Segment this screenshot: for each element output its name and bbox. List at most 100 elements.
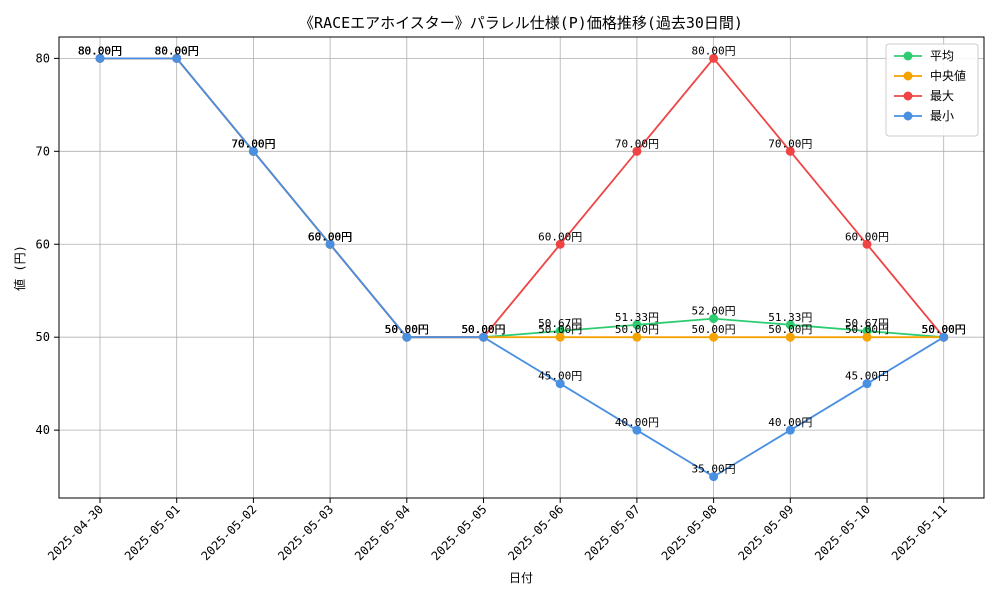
legend-label: 最小 — [930, 109, 954, 123]
legend-swatch-marker — [903, 51, 913, 61]
x-tick-label: 2025-05-11 — [889, 502, 950, 563]
data-label-0: 51.33円 — [768, 311, 812, 324]
data-label-0: 80.00円 — [155, 44, 199, 57]
data-label-2: 60.00円 — [308, 230, 352, 243]
data-label-3: 80.00円 — [155, 44, 199, 57]
series-point-3 — [402, 332, 412, 342]
x-tick-label: 2025-05-03 — [275, 502, 336, 563]
series-point-3 — [555, 379, 565, 389]
x-tick-label: 2025-05-04 — [352, 502, 413, 563]
series-point-2 — [785, 146, 795, 156]
data-label-1: 50.00円 — [538, 323, 582, 336]
data-label-0: 50.67円 — [538, 317, 582, 330]
data-label-3: 35.00円 — [692, 463, 736, 476]
series-point-2 — [862, 239, 872, 249]
series-point-1 — [785, 332, 795, 342]
series-point-3 — [172, 53, 182, 63]
data-label-2: 50.00円 — [385, 323, 429, 336]
series-point-3 — [939, 332, 949, 342]
series-point-0 — [709, 314, 719, 324]
axes: 2025-04-30 2025-05-01 2025-05-02 2025-05-03… — [36, 51, 950, 563]
x-tick-label: 2025-05-06 — [505, 502, 566, 563]
series-point-3 — [709, 472, 719, 482]
y-axis-label: 値 (円) — [12, 245, 27, 291]
series-line-3 — [100, 57, 945, 478]
series-point-0 — [555, 326, 565, 336]
data-label-2: 70.00円 — [768, 137, 812, 150]
y-tick-label: 70 — [36, 144, 50, 158]
series-point-1 — [555, 332, 565, 342]
series-point-2 — [709, 53, 719, 63]
series-point-3 — [862, 379, 872, 389]
data-label-3: 45.00円 — [845, 370, 889, 383]
y-tick-label: 80 — [36, 51, 50, 65]
data-label-0: 50.00円 — [385, 323, 429, 336]
data-label-1: 50.00円 — [461, 323, 505, 336]
data-label-0: 50.00円 — [461, 323, 505, 336]
series-point-2 — [555, 239, 565, 249]
series-point-0 — [632, 320, 642, 330]
legend-label: 中央値 — [930, 68, 966, 83]
data-label-2: 80.00円 — [78, 44, 122, 57]
series-point-3 — [95, 53, 105, 63]
data-label-1: 50.00円 — [692, 323, 736, 336]
data-label-2: 80.00円 — [155, 44, 199, 57]
series-point-1 — [632, 332, 642, 342]
x-tick-label: 2025-05-08 — [659, 502, 720, 563]
y-tick-label: 40 — [36, 423, 50, 437]
data-label-3: 50.00円 — [385, 323, 429, 336]
legend-label: 平均 — [930, 49, 954, 63]
series-point-3 — [325, 239, 335, 249]
data-label-0: 50.00円 — [922, 323, 966, 336]
data-label-1: 70.00円 — [231, 137, 275, 150]
data-label-0: 50.67円 — [845, 317, 889, 330]
data-label-3: 45.00円 — [538, 370, 582, 383]
legend-label: 最大 — [930, 89, 954, 103]
data-label-0: 51.33円 — [615, 311, 659, 324]
data-label-2: 60.00円 — [538, 230, 582, 243]
data-label-1: 50.00円 — [768, 323, 812, 336]
x-tick-label: 2025-05-07 — [582, 502, 643, 563]
data-label-2: 70.00円 — [615, 137, 659, 150]
series-line-2 — [100, 56, 945, 339]
series-layer — [95, 53, 949, 482]
series-line-1 — [100, 57, 944, 339]
series-point-3 — [479, 332, 488, 342]
data-label-2: 60.00円 — [845, 230, 889, 243]
data-label-1: 80.00円 — [155, 44, 199, 57]
series-point-3 — [632, 425, 642, 435]
series-point-1 — [862, 332, 872, 342]
data-label-3: 40.00円 — [615, 416, 659, 429]
data-label-2: 50.00円 — [461, 323, 505, 336]
legend-swatch-marker — [903, 71, 913, 81]
data-label-0: 70.00円 — [231, 137, 275, 150]
series-point-0 — [862, 326, 872, 336]
data-label-1: 50.00円 — [385, 323, 429, 336]
x-tick-label: 2025-05-10 — [812, 502, 873, 563]
series-point-3 — [785, 425, 795, 435]
legend-swatch-marker — [903, 111, 913, 121]
x-tick-label: 2025-05-02 — [199, 502, 260, 563]
data-label-3: 60.00円 — [308, 230, 352, 243]
data-label-2: 50.00円 — [922, 323, 966, 336]
y-tick-label: 60 — [36, 237, 50, 251]
data-label-0: 60.00円 — [308, 230, 352, 243]
data-label-3: 50.00円 — [461, 323, 505, 336]
x-tick-label: 2025-05-01 — [122, 502, 183, 563]
legend-swatch-marker — [903, 91, 913, 101]
x-tick-label: 2025-05-09 — [735, 502, 796, 563]
grid-lines — [59, 37, 984, 498]
data-label-3: 80.00円 — [78, 44, 122, 57]
chart-title: 《RACEエアホイスター》パラレル仕様(P)価格推移(過去30日間) — [299, 14, 743, 32]
series-point-2 — [632, 146, 642, 156]
data-label-2: 70.00円 — [231, 137, 275, 150]
x-axis-label: 日付 — [509, 571, 533, 585]
plot-frame — [58, 36, 985, 499]
data-label-1: 50.00円 — [845, 323, 889, 336]
x-tick-label: 2025-04-30 — [45, 502, 106, 563]
data-label-1: 60.00円 — [308, 230, 352, 243]
data-label-0: 52.00円 — [692, 305, 736, 318]
data-label-3: 70.00円 — [231, 137, 275, 150]
data-label-3: 50.00円 — [922, 323, 966, 336]
